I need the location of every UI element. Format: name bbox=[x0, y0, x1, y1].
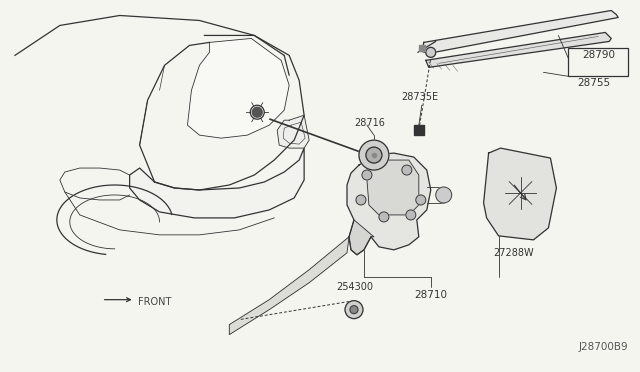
Circle shape bbox=[350, 306, 358, 314]
Circle shape bbox=[345, 301, 363, 319]
FancyBboxPatch shape bbox=[568, 48, 628, 76]
Circle shape bbox=[406, 210, 416, 220]
Polygon shape bbox=[347, 153, 431, 255]
Circle shape bbox=[379, 212, 389, 222]
Text: FRONT: FRONT bbox=[138, 296, 171, 307]
Circle shape bbox=[426, 47, 436, 57]
Circle shape bbox=[356, 195, 366, 205]
Polygon shape bbox=[426, 32, 611, 67]
Text: 28735E: 28735E bbox=[401, 92, 438, 102]
Circle shape bbox=[416, 195, 426, 205]
Text: 254300: 254300 bbox=[336, 282, 373, 292]
Polygon shape bbox=[229, 237, 349, 334]
Polygon shape bbox=[188, 38, 289, 138]
Polygon shape bbox=[277, 115, 309, 148]
Polygon shape bbox=[349, 220, 374, 255]
Circle shape bbox=[252, 107, 262, 117]
Circle shape bbox=[362, 170, 372, 180]
Polygon shape bbox=[367, 160, 419, 215]
Circle shape bbox=[359, 140, 389, 170]
Text: 28710: 28710 bbox=[414, 290, 447, 300]
Text: 28716: 28716 bbox=[354, 118, 385, 128]
Polygon shape bbox=[414, 125, 424, 135]
Text: 28790: 28790 bbox=[582, 50, 615, 60]
Polygon shape bbox=[422, 10, 618, 53]
Text: 27288W: 27288W bbox=[493, 248, 534, 258]
Text: J28700B9: J28700B9 bbox=[579, 341, 628, 352]
Text: 28755: 28755 bbox=[578, 78, 611, 88]
Polygon shape bbox=[484, 148, 556, 240]
Circle shape bbox=[402, 165, 412, 175]
Circle shape bbox=[366, 147, 382, 163]
Polygon shape bbox=[130, 148, 304, 218]
Circle shape bbox=[436, 187, 452, 203]
